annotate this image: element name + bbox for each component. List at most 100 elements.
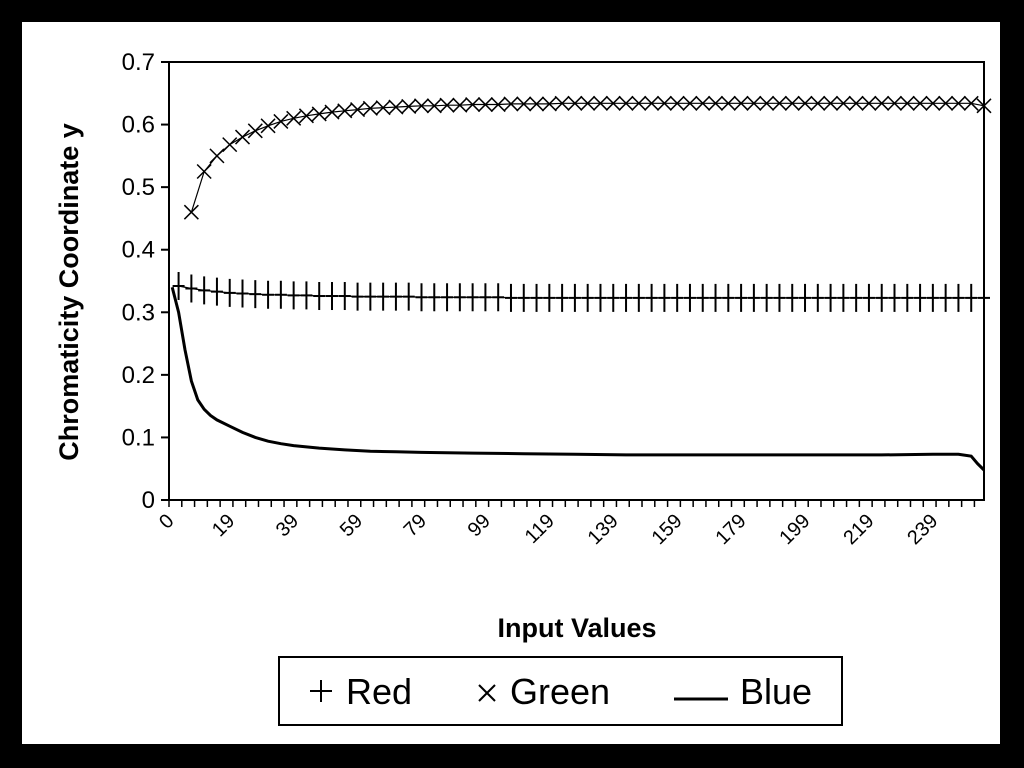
- plus-marker-icon: [543, 283, 556, 312]
- plus-marker-icon: [862, 283, 875, 312]
- plus-marker-icon: [888, 283, 901, 312]
- plus-marker-icon: [709, 283, 722, 312]
- plus-marker-icon: [722, 283, 735, 312]
- plus-marker-icon: [607, 283, 620, 312]
- y-tick-label: 0.5: [122, 174, 155, 201]
- data-point-green: [656, 95, 672, 111]
- line-marker-icon: [674, 671, 728, 713]
- cross-marker-icon: [682, 95, 698, 111]
- y-tick-label: 0.1: [122, 424, 155, 451]
- cross-marker-icon: [247, 123, 263, 139]
- cross-marker-icon: [899, 95, 915, 111]
- data-point-green: [362, 100, 378, 116]
- cross-marker-icon: [835, 95, 851, 111]
- data-point-green: [771, 95, 787, 111]
- y-tick-label: 0.2: [122, 362, 155, 389]
- plus-marker-icon: [223, 278, 236, 307]
- y-tick-label: 0.3: [122, 299, 155, 326]
- plus-marker-icon: [978, 283, 990, 312]
- plus-marker-icon: [671, 283, 684, 312]
- series-red: [172, 272, 990, 312]
- legend: Red Green Blue: [278, 656, 843, 726]
- data-point-green: [707, 95, 724, 111]
- data-point-green: [477, 97, 493, 113]
- x-tick-label: 219: [839, 510, 878, 549]
- plus-marker-icon: [760, 283, 773, 312]
- plus-marker-icon: [939, 283, 952, 312]
- plus-marker-icon: [300, 281, 313, 310]
- cross-marker-icon: [580, 95, 596, 111]
- cross-marker-icon: [541, 96, 557, 112]
- legend-entry-red: Red: [308, 670, 412, 714]
- cross-marker-icon: [592, 95, 609, 111]
- x-tick-label: 39: [272, 510, 303, 541]
- x-tick-label: 119: [521, 510, 559, 548]
- plus-marker-icon: [811, 283, 824, 312]
- cross-marker-icon: [950, 95, 966, 111]
- plus-marker-icon: [875, 283, 888, 312]
- plus-marker-icon: [696, 283, 709, 312]
- cross-marker-icon: [759, 95, 775, 111]
- cross-marker-icon: [401, 98, 417, 114]
- legend-entry-green: Green: [476, 670, 610, 714]
- data-point-green: [286, 110, 302, 126]
- plus-marker-icon: [210, 277, 223, 306]
- data-point-green: [375, 100, 391, 116]
- cross-marker-icon: [388, 99, 404, 115]
- series-blue: [170, 286, 986, 472]
- plus-marker-icon: [735, 283, 748, 312]
- plus-marker-icon: [466, 283, 479, 312]
- cross-marker-icon: [554, 95, 570, 111]
- cross-marker-icon: [861, 95, 877, 111]
- plus-marker-icon: [249, 280, 262, 309]
- plus-marker-icon: [313, 282, 326, 311]
- data-point-green: [529, 96, 545, 112]
- plus-marker-icon: [926, 283, 939, 312]
- cross-marker-icon: [746, 95, 762, 111]
- plus-marker-icon: [428, 283, 441, 312]
- plus-marker-icon: [326, 282, 338, 311]
- cross-marker-icon: [516, 96, 532, 112]
- plus-marker-icon: [287, 281, 300, 310]
- data-point-green: [797, 95, 813, 111]
- cross-marker-icon: [298, 108, 314, 124]
- cross-marker-icon: [465, 97, 481, 113]
- data-point-green: [247, 123, 263, 139]
- plus-marker-icon: [504, 283, 517, 312]
- cross-marker-icon: [337, 103, 353, 119]
- cross-marker-icon: [605, 95, 621, 111]
- data-point-green: [273, 113, 289, 129]
- plus-marker-icon: [850, 283, 863, 312]
- cross-marker-icon: [286, 110, 302, 126]
- data-point-green: [720, 95, 736, 111]
- plus-marker-icon: [837, 283, 850, 312]
- plus-marker-icon: [901, 283, 914, 312]
- plus-marker-icon: [402, 282, 415, 311]
- plus-marker-icon: [594, 283, 607, 312]
- cross-marker-icon: [439, 97, 455, 113]
- data-point-green: [695, 95, 711, 111]
- data-point-green: [311, 106, 327, 122]
- cross-marker-icon: [362, 100, 378, 116]
- data-point-green: [426, 98, 442, 114]
- data-point-green: [963, 95, 979, 111]
- x-tick-label: 19: [208, 510, 239, 541]
- y-axis-title: Chromaticity Coordinate y: [54, 123, 84, 461]
- plus-marker-icon: [185, 274, 198, 303]
- plus-marker-icon: [364, 282, 377, 311]
- x-tick-label: 79: [400, 510, 431, 541]
- data-point-green: [298, 108, 314, 124]
- cross-marker-icon: [874, 95, 890, 111]
- plus-marker-icon: [262, 280, 275, 309]
- legend-entry-blue: Blue: [674, 670, 812, 714]
- plus-marker-icon: [773, 283, 786, 312]
- plus-marker-icon: [389, 282, 402, 311]
- cross-marker-icon: [784, 95, 800, 111]
- plus-marker-icon: [338, 282, 351, 311]
- plus-marker-icon: [479, 283, 492, 312]
- y-tick-label: 0: [142, 487, 155, 514]
- plot-area-border: [168, 61, 985, 501]
- cross-marker-icon: [938, 95, 954, 111]
- data-point-green: [848, 95, 864, 111]
- data-point-green: [503, 96, 519, 112]
